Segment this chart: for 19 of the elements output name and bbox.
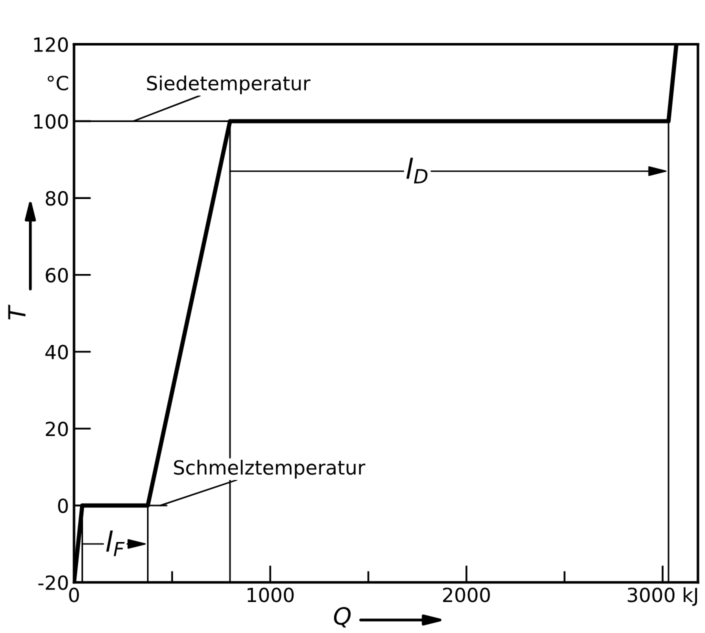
x-tick-label: 0 [69,588,79,602]
y-tick-label: 80 [46,190,68,206]
x-tick-label: 3000 kJ [628,587,698,606]
x-tick-label: 2000 [443,588,490,602]
y-tick-label: 120 [34,37,68,52]
y-tick-label: 40 [45,344,68,360]
x-axis-title: Q [334,606,351,628]
ref-line-label: Siedetemperatur [147,75,310,94]
y-tick-label: 20 [46,422,68,436]
x-tick-label: 1000 [248,588,294,602]
annotation: l$_{F}$ [106,530,125,556]
y-tick-label: °C [48,76,68,90]
y-axis-title: T [8,304,26,320]
ref-line-label: Schmelztemperatur [174,460,366,479]
y-tick-label: 0 [58,498,68,514]
y-tick-label: 60 [46,268,68,283]
annotation: l$_{D}$ [406,158,428,184]
y-tick-label: 100 [34,114,68,129]
y-tick-label: -20 [38,575,68,590]
